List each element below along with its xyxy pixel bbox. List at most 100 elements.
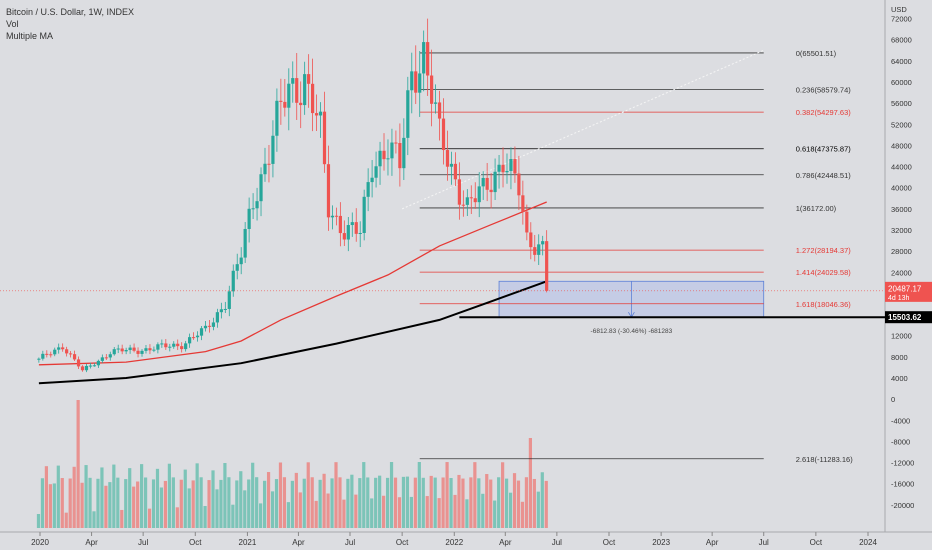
candle-body (473, 198, 477, 203)
candle-body (529, 232, 533, 248)
currency-label: USD (891, 5, 907, 14)
volume-bar (179, 479, 183, 528)
volume-bar (461, 478, 465, 528)
symbol-title[interactable]: Bitcoin / U.S. Dollar, 1W, INDEX (6, 7, 135, 17)
candle-body (398, 143, 402, 169)
volume-bar (262, 480, 267, 528)
candle-body (267, 163, 271, 165)
volume-bar (306, 462, 310, 528)
volume-bar (183, 469, 187, 528)
candle-body (176, 343, 180, 347)
candle-body (279, 100, 283, 102)
candle-body (374, 166, 378, 178)
volume-bar (501, 462, 505, 528)
candle-body (124, 350, 128, 352)
volume-bar (413, 477, 417, 528)
candle-body (100, 357, 104, 361)
candle-body (45, 353, 49, 355)
fib-label: 1.618(18046.36) (796, 300, 852, 309)
candle-body (227, 291, 231, 309)
price-tick-label: 40000 (891, 184, 912, 193)
candle-body (402, 137, 406, 169)
volume-bar (36, 514, 41, 528)
candle-body (72, 354, 77, 360)
candle-body (441, 118, 446, 151)
time-tick-label: Apr (499, 538, 512, 547)
price-tick-label: -8000 (891, 437, 910, 446)
candle-body (525, 211, 529, 233)
time-tick-label: Apr (85, 538, 98, 547)
volume-bar (124, 479, 128, 528)
volume-bar (457, 474, 461, 528)
candle-body (271, 135, 275, 164)
volume-bar (378, 475, 382, 528)
fib-label: 2.618(-11283.16) (796, 455, 853, 464)
candle-body (92, 365, 97, 367)
candle-body (41, 353, 45, 359)
volume-bar (278, 462, 283, 528)
volume-label[interactable]: Vol (6, 19, 19, 29)
candle-body (283, 101, 287, 108)
time-tick-label: Jul (552, 538, 562, 547)
volume-bar (60, 478, 64, 528)
candle-body (128, 347, 132, 351)
candle-body (318, 111, 323, 116)
volume-bar (449, 478, 453, 528)
volume-bar (64, 512, 68, 528)
candle-body (96, 360, 100, 366)
volume-bar (104, 485, 108, 528)
candle-body (513, 159, 517, 174)
candle-body (481, 177, 485, 187)
candle-body (243, 228, 247, 258)
candle-body (235, 264, 239, 271)
volume-bar (544, 480, 548, 528)
candle-body (299, 102, 303, 106)
candle-body (203, 325, 208, 329)
price-tick-label: 8000 (891, 353, 908, 362)
volume-bar (338, 477, 342, 528)
volume-bar (342, 499, 346, 528)
candle-body (362, 196, 366, 233)
volume-bar (421, 477, 425, 528)
candle-body (168, 346, 172, 348)
volume-bar (453, 494, 457, 528)
fib-label: 0(65501.51) (796, 49, 837, 58)
volume-bar (163, 480, 168, 528)
indicator-label[interactable]: Multiple MA (6, 31, 54, 41)
volume-bar (128, 468, 132, 528)
volume-bar (532, 478, 536, 528)
volume-bar (310, 477, 314, 528)
volume-bar (203, 505, 207, 528)
volume-bar (247, 479, 251, 528)
volume-bar (187, 488, 191, 528)
volume-bar (433, 477, 437, 528)
trend-guide-line (401, 49, 764, 210)
volume-bar (385, 477, 390, 528)
candle-body (366, 182, 370, 197)
moving-average-200 (38, 280, 548, 385)
volume-bar (171, 477, 175, 528)
volume-bar (223, 463, 227, 528)
volume-bar (266, 472, 271, 528)
price-tick-label: 28000 (891, 247, 912, 256)
time-tick-label: 2023 (652, 538, 670, 547)
volume-bar (136, 481, 140, 528)
candle-body (461, 204, 465, 206)
candle-body (215, 312, 219, 323)
fib-label: 1.272(28194.37) (796, 246, 852, 255)
candle-body (80, 366, 85, 371)
candle-body (501, 164, 505, 173)
candle-body (156, 344, 160, 350)
candle-body (61, 347, 65, 350)
time-tick-label: Oct (396, 538, 409, 547)
candle-body (211, 322, 216, 327)
candle-body (433, 102, 438, 104)
volume-bar (465, 499, 469, 528)
candle-body (116, 348, 120, 350)
candle-body (144, 348, 148, 351)
volume-bar (132, 486, 136, 528)
volume-bar (481, 493, 485, 528)
volume-bar (520, 501, 525, 528)
candle-body (406, 90, 410, 138)
